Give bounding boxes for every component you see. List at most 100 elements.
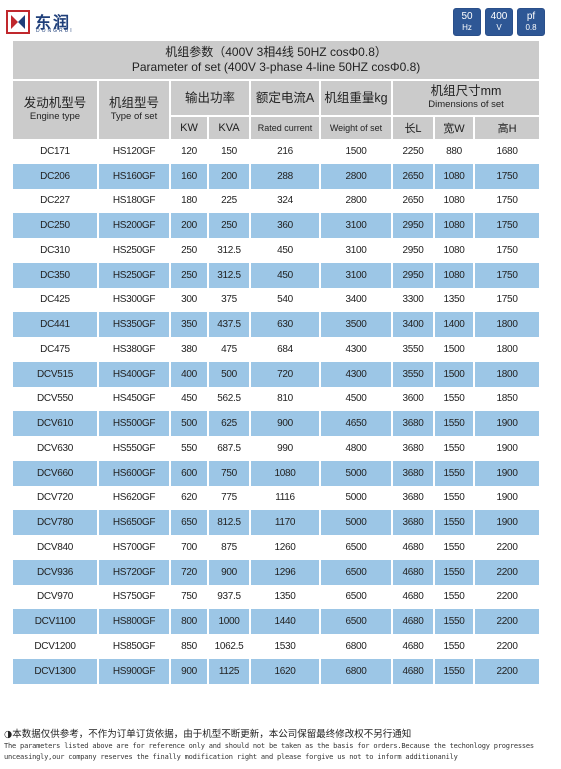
current-cell: 720 [250, 361, 321, 387]
width-cell: 1080 [434, 188, 475, 214]
weight-cell: 3100 [320, 238, 393, 263]
height-cell: 1750 [474, 287, 540, 313]
width-cell: 1080 [434, 238, 475, 263]
kva-cell: 437.5 [208, 312, 251, 337]
table-title-en: Parameter of set (400V 3-phase 4-line 50… [131, 60, 421, 74]
width-cell: 1550 [434, 658, 475, 684]
height-cell: 1900 [474, 460, 540, 486]
weight-cell: 6500 [320, 584, 393, 610]
width-cell: 1550 [434, 609, 475, 634]
set-type-cell: HS720GF [98, 559, 171, 585]
weight-cell: 1500 [320, 139, 393, 164]
kva-cell: 875 [208, 535, 251, 560]
set-type-cell: HS800GF [98, 609, 171, 634]
current-cell: 1170 [250, 510, 321, 535]
length-header: 长L [392, 115, 435, 139]
kw-cell: 400 [170, 361, 209, 387]
table-row: DCV630 HS550GF 550 687.5 990 4800 3680 1550 1900 [13, 436, 540, 461]
kw-cell: 720 [170, 559, 209, 585]
height-cell: 1900 [474, 510, 540, 535]
kw-cell: 450 [170, 386, 209, 412]
width-cell: 1500 [434, 337, 475, 362]
height-cell: 1750 [474, 163, 540, 189]
engine-type-cell: DCV610 [13, 411, 99, 436]
height-header: 高H [474, 115, 540, 139]
brand-subtitle: DONGRUI [36, 28, 74, 34]
length-cell: 4680 [392, 584, 435, 610]
width-header: 宽W [434, 115, 475, 139]
weight-cell: 6500 [320, 559, 393, 585]
weight-cell: 4300 [320, 361, 393, 387]
engine-type-cell: DC171 [13, 139, 99, 164]
kva-cell: 775 [208, 485, 251, 511]
width-cell: 1080 [434, 163, 475, 189]
kw-cell: 600 [170, 460, 209, 486]
engine-type-cell: DC206 [13, 163, 99, 189]
set-type-cell: HS160GF [98, 163, 171, 189]
table-row: DCV1100 HS800GF 800 1000 1440 6500 4680 1550 220… [13, 609, 540, 634]
table-row: DCV970 HS750GF 750 937.5 1350 6500 4680 1550 220… [13, 584, 540, 610]
set-type-cell: HS350GF [98, 312, 171, 337]
height-cell: 1800 [474, 312, 540, 337]
table-row: DCV550 HS450GF 450 562.5 810 4500 3600 1550 1850 [13, 386, 540, 412]
weight-cell: 3100 [320, 262, 393, 288]
kva-cell: 562.5 [208, 386, 251, 412]
spec-badges: 50 Hz 400 V pf 0.8 [453, 8, 545, 36]
kw-cell: 900 [170, 658, 209, 684]
table-row: DCV840 HS700GF 700 875 1260 6500 4680 1550 2200 [13, 535, 540, 560]
current-cell: 1440 [250, 609, 321, 634]
current-cell: 360 [250, 213, 321, 238]
kva-cell: 475 [208, 337, 251, 362]
table-title-cn: 机组参数（400V 3相4线 50HZ cosΦ0.8） [165, 45, 387, 59]
kva-cell: 1000 [208, 609, 251, 634]
weight-cell: 5000 [320, 510, 393, 535]
current-cell: 990 [250, 436, 321, 461]
engine-type-cell: DCV720 [13, 485, 99, 511]
rated-current-en-header: Rated current [250, 115, 321, 139]
table-title-row: 机组参数（400V 3相4线 50HZ cosΦ0.8） Parameter o… [13, 41, 540, 81]
engine-type-cell: DCV660 [13, 460, 99, 486]
current-cell: 630 [250, 312, 321, 337]
set-type-cell: HS850GF [98, 634, 171, 659]
length-cell: 2250 [392, 139, 435, 164]
kw-cell: 700 [170, 535, 209, 560]
width-cell: 1350 [434, 287, 475, 313]
set-type-cell: HS380GF [98, 337, 171, 362]
table-row: DC227 HS180GF 180 225 324 2800 2650 1080 1750 [13, 188, 540, 214]
kva-cell: 625 [208, 411, 251, 436]
weight-cell: 4800 [320, 436, 393, 461]
table-body: DC171 HS120GF 120 150 216 1500 2250 880 1680 DC20… [13, 139, 540, 684]
kva-cell: 687.5 [208, 436, 251, 461]
set-type-cell: HS500GF [98, 411, 171, 436]
set-type-cell: HS120GF [98, 139, 171, 164]
engine-type-cell: DC425 [13, 287, 99, 313]
width-cell: 1550 [434, 535, 475, 560]
current-cell: 1080 [250, 460, 321, 486]
kw-cell: 500 [170, 411, 209, 436]
set-type-cell: HS250GF [98, 238, 171, 263]
width-cell: 1550 [434, 411, 475, 436]
width-cell: 1550 [434, 634, 475, 659]
height-cell: 1750 [474, 188, 540, 214]
current-cell: 1620 [250, 658, 321, 684]
kva-header: KVA [208, 115, 251, 139]
weight-cell: 3400 [320, 287, 393, 313]
table-row: DC171 HS120GF 120 150 216 1500 2250 880 1680 [13, 139, 540, 164]
output-power-header: 输出功率 [170, 80, 251, 116]
height-cell: 2200 [474, 634, 540, 659]
kva-cell: 500 [208, 361, 251, 387]
kw-cell: 250 [170, 262, 209, 288]
height-cell: 1800 [474, 361, 540, 387]
current-cell: 684 [250, 337, 321, 362]
width-cell: 1550 [434, 485, 475, 511]
engine-type-cell: DC350 [13, 262, 99, 288]
set-type-cell: HS900GF [98, 658, 171, 684]
length-cell: 4680 [392, 559, 435, 585]
kva-cell: 150 [208, 139, 251, 164]
current-cell: 288 [250, 163, 321, 189]
kva-cell: 900 [208, 559, 251, 585]
engine-type-cell: DCV1100 [13, 609, 99, 634]
header-row-2: KW KVA Rated current Weight of set 长L 宽W… [13, 115, 540, 139]
length-cell: 2650 [392, 188, 435, 214]
table-row: DC350 HS250GF 250 312.5 450 3100 2950 1080 1750 [13, 262, 540, 288]
